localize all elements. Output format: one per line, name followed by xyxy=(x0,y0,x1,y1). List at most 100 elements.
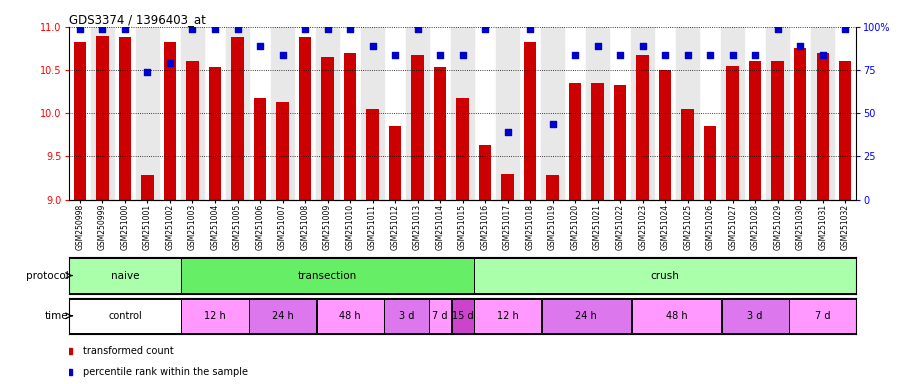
Bar xyxy=(637,55,649,200)
Bar xyxy=(474,258,856,293)
Bar xyxy=(181,258,474,293)
Bar xyxy=(592,83,604,200)
Text: 15 d: 15 d xyxy=(452,311,474,321)
Bar xyxy=(614,85,627,200)
Point xyxy=(658,51,672,58)
Bar xyxy=(456,98,469,200)
Bar xyxy=(631,27,654,200)
Bar xyxy=(722,27,744,200)
Bar xyxy=(501,174,514,200)
Point xyxy=(838,25,853,31)
Bar xyxy=(659,70,671,200)
Point xyxy=(365,43,380,49)
Point xyxy=(140,69,155,75)
Bar xyxy=(839,61,851,200)
Point xyxy=(163,60,178,66)
Bar xyxy=(181,27,203,200)
Bar xyxy=(547,175,559,200)
Bar xyxy=(322,57,333,200)
Bar xyxy=(186,61,199,200)
Bar xyxy=(726,66,739,200)
Text: 24 h: 24 h xyxy=(272,311,293,321)
Point xyxy=(793,43,808,49)
Point xyxy=(117,25,132,31)
Bar xyxy=(209,68,221,200)
Text: 3 d: 3 d xyxy=(398,311,414,321)
Bar xyxy=(74,42,86,200)
Bar xyxy=(749,61,761,200)
Bar xyxy=(361,27,384,200)
Bar xyxy=(317,299,384,333)
Bar xyxy=(704,126,716,200)
Point xyxy=(410,25,425,31)
Bar xyxy=(474,299,541,333)
Bar xyxy=(524,42,536,200)
Point xyxy=(455,51,470,58)
Bar xyxy=(794,48,806,200)
Bar xyxy=(254,98,267,200)
Bar xyxy=(366,109,378,200)
Point xyxy=(230,25,245,31)
Point xyxy=(387,51,402,58)
Bar xyxy=(541,27,564,200)
Text: 24 h: 24 h xyxy=(575,311,597,321)
Bar xyxy=(722,299,789,333)
Point xyxy=(185,25,200,31)
Bar xyxy=(586,27,609,200)
Bar xyxy=(384,299,429,333)
Text: 7 d: 7 d xyxy=(432,311,448,321)
Bar xyxy=(411,55,424,200)
Bar xyxy=(771,61,784,200)
Bar xyxy=(479,145,491,200)
Bar xyxy=(434,68,446,200)
Point xyxy=(613,51,627,58)
Bar xyxy=(790,299,856,333)
Text: control: control xyxy=(108,311,142,321)
Bar xyxy=(344,53,356,200)
Text: 12 h: 12 h xyxy=(204,311,226,321)
Point xyxy=(770,25,785,31)
Bar xyxy=(271,27,294,200)
Point xyxy=(343,25,357,31)
Text: GDS3374 / 1396403_at: GDS3374 / 1396403_at xyxy=(69,13,205,26)
Text: 48 h: 48 h xyxy=(666,311,687,321)
Bar xyxy=(69,299,181,333)
Point xyxy=(432,51,447,58)
Point xyxy=(298,25,312,31)
Point xyxy=(95,25,110,31)
Point xyxy=(725,51,740,58)
Point xyxy=(72,25,87,31)
Text: transection: transection xyxy=(298,270,357,281)
Bar xyxy=(316,27,339,200)
Bar xyxy=(407,27,429,200)
Bar xyxy=(249,299,316,333)
Bar xyxy=(496,27,518,200)
Text: naive: naive xyxy=(111,270,139,281)
Bar xyxy=(812,27,834,200)
Bar xyxy=(429,299,451,333)
Text: 3 d: 3 d xyxy=(747,311,763,321)
Bar xyxy=(96,35,109,200)
Point xyxy=(590,43,605,49)
Point xyxy=(253,43,267,49)
Bar xyxy=(541,299,631,333)
Point xyxy=(321,25,335,31)
Point xyxy=(478,25,493,31)
Bar xyxy=(569,83,582,200)
Bar xyxy=(136,27,158,200)
Point xyxy=(523,25,538,31)
Point xyxy=(747,51,762,58)
Bar xyxy=(119,37,131,200)
Bar xyxy=(232,37,244,200)
Bar xyxy=(452,27,474,200)
Bar xyxy=(299,37,311,200)
Bar xyxy=(676,27,699,200)
Bar xyxy=(69,258,181,293)
Text: 48 h: 48 h xyxy=(339,311,361,321)
Text: transformed count: transformed count xyxy=(82,346,174,356)
Bar xyxy=(277,102,289,200)
Bar xyxy=(452,299,474,333)
Point xyxy=(815,51,830,58)
Bar xyxy=(181,299,248,333)
Bar xyxy=(632,299,721,333)
